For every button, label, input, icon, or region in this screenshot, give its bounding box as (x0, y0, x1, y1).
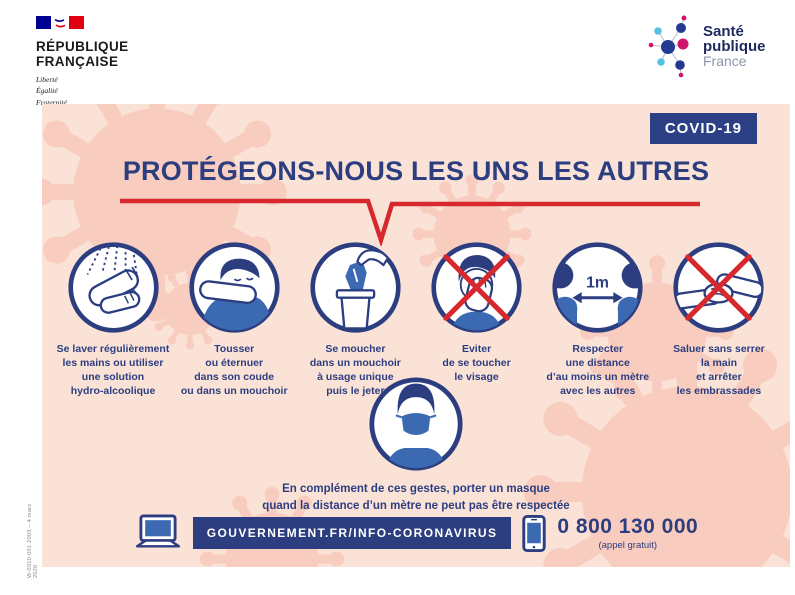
phone-icon (522, 514, 547, 552)
gesture-wash-hands: Se laver régulièrement les mains ou util… (54, 241, 172, 399)
gesture-caption: Respecter une distance d’au moins un mèt… (546, 343, 650, 397)
gesture-caption: Se laver régulièrement les mains ou util… (56, 343, 170, 397)
gesture-caption: Saluer sans serrer la main et arrêter le… (673, 343, 765, 397)
network-dots-icon (648, 15, 689, 78)
gesture-row: Se laver régulièrement les mains ou util… (42, 241, 790, 399)
wash-hands-icon (67, 242, 159, 333)
hotline-note: (appel gratuit) (598, 540, 658, 551)
mask-note: En complément de ces gestes, porter un m… (262, 483, 570, 512)
sante-publique-france-logo: Santé publique France (648, 14, 766, 78)
reference-code: W-0310-001-2003 – 4 mars 2020 (27, 503, 39, 578)
poster-body: COVID-19 PROTÉGEONS-NOUS LES UNS LES AUT… (42, 104, 790, 567)
hotline-number: 0 800 130 000 (557, 515, 699, 538)
gesture-caption: Eviter de se toucher le visage (442, 343, 511, 383)
avoid-touching-face-icon (431, 242, 522, 333)
poster-title: PROTÉGEONS-NOUS LES UNS LES AUTRES (122, 156, 710, 186)
gesture-tissue: Se moucher dans un mouchoir à usage uniq… (296, 241, 414, 399)
gesture-caption: Se moucher dans un mouchoir à usage uniq… (309, 343, 401, 397)
keep-distance-icon: 1m (552, 242, 643, 333)
gesture-cough-elbow: Tousser ou éternuer dans son coude ou da… (175, 241, 293, 399)
mask-section: En complément de ces gestes, porter un m… (42, 376, 790, 514)
spf-line2: publique (703, 37, 766, 55)
gesture-caption: Tousser ou éternuer dans son coude ou da… (180, 343, 288, 397)
gesture-no-face-touch: Eviter de se toucher le visage (418, 241, 536, 399)
covid-19-badge: COVID-19 (649, 113, 757, 144)
republique-francaise-logo: RÉPUBLIQUE FRANÇAISE Liberté Égalité Fra… (36, 16, 129, 108)
government-website: GOUVERNEMENT.FR/INFO-CORONAVIRUS (192, 517, 512, 549)
cough-into-elbow-icon (189, 242, 280, 333)
republique-name: RÉPUBLIQUE FRANÇAISE (36, 39, 129, 70)
contact-bar: GOUVERNEMENT.FR/INFO-CORONAVIRUS 0 800 1… (42, 514, 790, 552)
gesture-no-handshake: Saluer sans serrer la main et arrêter le… (660, 241, 778, 399)
spf-line3: France (703, 52, 747, 69)
gesture-distance: 1m Respecter une distance d’au moins un … (539, 241, 657, 399)
republique-motto: Liberté Égalité Fraternité (36, 75, 67, 107)
laptop-icon (135, 514, 180, 548)
distance-label: 1m (586, 275, 609, 292)
spf-line1: Santé (703, 22, 744, 40)
face-mask-icon (369, 377, 463, 471)
no-handshake-icon (673, 242, 765, 333)
speech-pointer-line (120, 198, 700, 246)
french-flag-icon (36, 16, 84, 29)
single-use-tissue-icon (310, 242, 401, 333)
